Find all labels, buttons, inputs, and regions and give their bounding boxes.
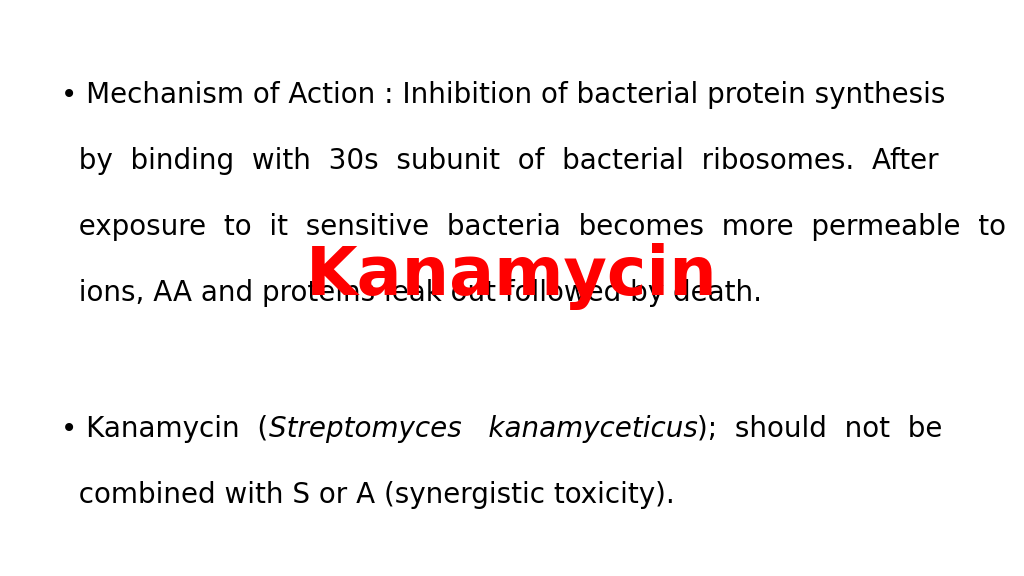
Text: Streptomyces   kanamyceticus: Streptomyces kanamyceticus (268, 415, 697, 443)
Text: ions, AA and proteins leak out followed by death.: ions, AA and proteins leak out followed … (61, 279, 763, 308)
Text: combined with S or A (synergistic toxicity).: combined with S or A (synergistic toxici… (61, 481, 675, 509)
Text: Kanamycin: Kanamycin (306, 243, 718, 310)
Text: • Kanamycin  (: • Kanamycin ( (61, 415, 268, 443)
Text: exposure  to  it  sensitive  bacteria  becomes  more  permeable  to: exposure to it sensitive bacteria become… (61, 213, 1007, 241)
Text: );  should  not  be: ); should not be (697, 415, 943, 443)
Text: • Mechanism of Action : Inhibition of bacterial protein synthesis: • Mechanism of Action : Inhibition of ba… (61, 81, 946, 109)
Text: by  binding  with  30s  subunit  of  bacterial  ribosomes.  After: by binding with 30s subunit of bacterial… (61, 147, 939, 175)
